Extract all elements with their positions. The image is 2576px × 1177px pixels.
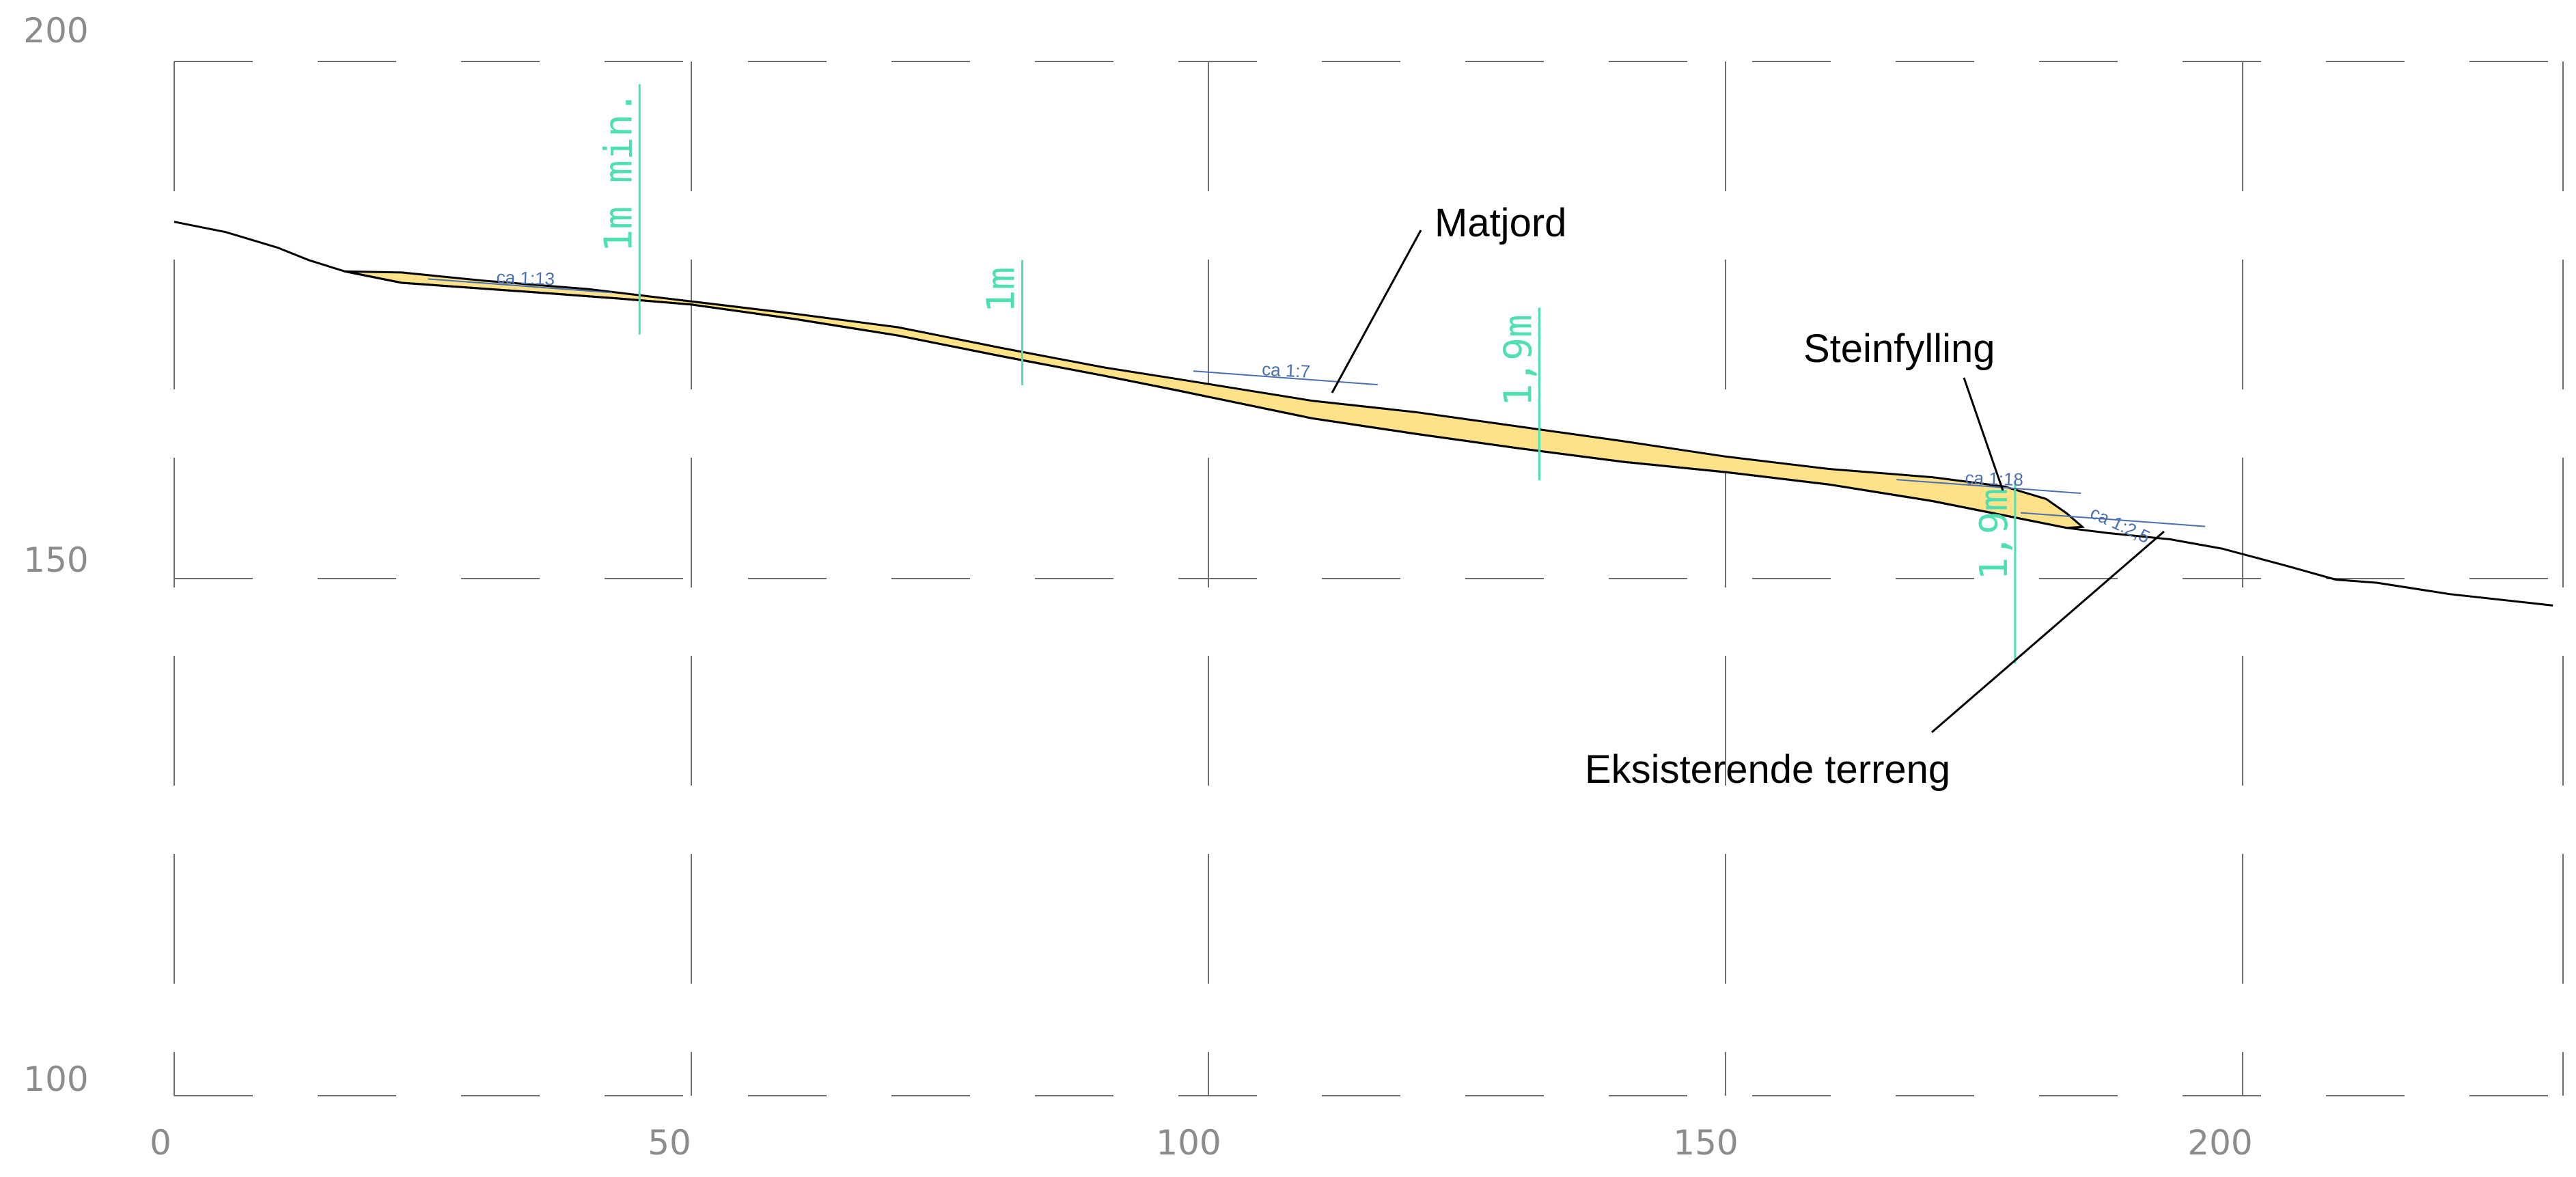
y-tick-100: 100 bbox=[23, 1060, 88, 1099]
terreng-leader bbox=[1931, 530, 2165, 734]
slope-label: ca 1:13 bbox=[496, 266, 555, 289]
slope-label: ca 1:18 bbox=[1965, 467, 2023, 490]
dimension-label: 1,9m bbox=[1972, 488, 2017, 581]
x-tick-50: 50 bbox=[648, 1123, 691, 1163]
y-tick-150: 150 bbox=[23, 540, 88, 580]
slope-reference-line bbox=[1193, 370, 1378, 386]
axis-tick-labels: 0 50 100 150 200 200 150 100 bbox=[23, 11, 2252, 1163]
dimension-label: 1,9m bbox=[1496, 314, 1540, 406]
x-tick-0: 0 bbox=[150, 1123, 171, 1163]
matjord-label: Matjord bbox=[1435, 201, 1566, 245]
leader-lines bbox=[1331, 230, 2165, 734]
slope-reference-line bbox=[428, 278, 613, 294]
x-tick-150: 150 bbox=[1673, 1123, 1738, 1163]
eksisterende-terreng-label: Eksisterende terreng bbox=[1585, 747, 1950, 792]
steinfylling-label: Steinfylling bbox=[1803, 327, 1995, 371]
dimension-label: 1m bbox=[979, 267, 1023, 313]
slope-reference-line bbox=[1896, 479, 2081, 495]
dimension-lines: 1m min. 1m 1,9m 1,9m bbox=[596, 84, 2017, 664]
slope-label: ca 1:7 bbox=[1262, 359, 1311, 382]
existing-terrain-line bbox=[174, 221, 2553, 607]
matjord-leader bbox=[1331, 230, 1422, 393]
dashed-grid bbox=[174, 61, 2564, 1096]
dimension-label: 1m min. bbox=[596, 91, 641, 252]
slope-reference-line bbox=[2020, 512, 2206, 527]
x-tick-100: 100 bbox=[1156, 1123, 1221, 1163]
x-tick-200: 200 bbox=[2187, 1123, 2252, 1163]
y-tick-200: 200 bbox=[23, 11, 88, 51]
steinfylling-leader bbox=[1963, 377, 2004, 491]
